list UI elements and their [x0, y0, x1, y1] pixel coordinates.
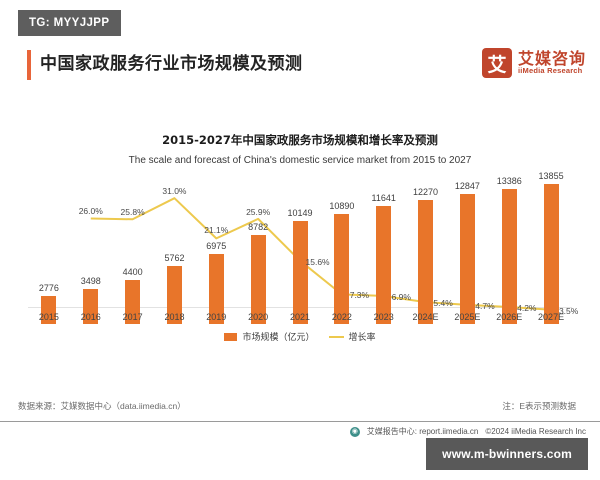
bar-value-2018: 5762 — [164, 252, 185, 263]
bar-value-2020: 8782 — [248, 222, 269, 233]
bar-value-2024E: 12270 — [413, 187, 439, 198]
growth-label-2027E: 3.5% — [558, 305, 579, 316]
growth-label-2018: 31.0% — [162, 186, 187, 197]
x-tick-2017: 2017 — [122, 312, 143, 322]
x-tick-2027E: 2027E — [538, 312, 565, 322]
bar-value-2019: 6975 — [206, 240, 227, 251]
bar-2016 — [83, 288, 99, 324]
globe-icon: ◉ — [349, 426, 360, 437]
plot-area: 2776 3498 4400 5762 6975 8782 10149 10890 11641 1… — [28, 171, 578, 324]
x-tick-2026E: 2026E — [496, 312, 523, 322]
footer-source: 数据来源：艾媒数据中心（data.iimedia.cn） — [18, 401, 186, 411]
bar-value-2025E: 12847 — [454, 181, 480, 192]
title-accent-bar — [27, 50, 31, 80]
bar-2024E — [418, 200, 434, 324]
bar-2025E — [459, 194, 475, 324]
growth-label-2016: 26.0% — [78, 206, 103, 217]
bar-value-2015: 2776 — [38, 282, 59, 293]
growth-label-2020: 25.9% — [246, 206, 271, 217]
chart-card: 2015-2027年中国家政服务市场规模和增长率及预测 The scale an… — [18, 108, 582, 390]
bar-2027E — [543, 184, 559, 324]
bar-2017 — [125, 279, 141, 324]
legend-item-growth-rate: 增长率 — [328, 330, 376, 343]
growth-label-2021: 15.6% — [305, 256, 330, 267]
bar-value-2022: 10890 — [329, 200, 355, 211]
chart-title: 2015-2027年中国家政服务市场规模和增长率及预测 — [162, 133, 438, 147]
page-title: 中国家政服务行业市场规模及预测 — [40, 54, 303, 74]
growth-label-2017: 25.8% — [120, 207, 145, 218]
legend-item-market-size: 市场规模（亿元） — [224, 330, 315, 343]
x-tick-2025E: 2025E — [454, 312, 481, 322]
bar-value-2017: 4400 — [122, 266, 143, 277]
growth-label-2025E: 4.7% — [475, 300, 495, 311]
x-tick-2024E: 2024E — [412, 312, 439, 322]
brand-logo: 艾 艾媒咨询 iiMedia Research — [481, 48, 586, 78]
legend-bar-swatch-icon — [224, 332, 238, 341]
brand-name-en: iiMedia Research — [517, 66, 583, 76]
chart-subtitle: The scale and forecast of China's domest… — [128, 155, 472, 166]
growth-label-2023: 6.9% — [391, 291, 411, 302]
legend-label-market-size: 市场规模（亿元） — [242, 332, 315, 342]
bar-2018 — [166, 265, 182, 324]
bar-value-2026E: 13386 — [496, 175, 522, 186]
x-tick-2020: 2020 — [248, 312, 269, 322]
bar-2015 — [41, 295, 57, 324]
x-tick-2022: 2022 — [331, 312, 352, 322]
bar-value-2027E: 13855 — [538, 171, 564, 181]
x-tick-2023: 2023 — [373, 312, 394, 322]
tg-watermark-badge: TG: MYYJJPP — [18, 10, 122, 36]
bar-value-2016: 3498 — [80, 275, 101, 286]
growth-label-2024E: 5.4% — [433, 298, 453, 309]
bar-2023 — [376, 206, 392, 324]
growth-label-2019: 21.1% — [204, 225, 229, 236]
legend-label-growth-rate: 增长率 — [348, 332, 376, 342]
iimedia-logo-icon: 艾 — [481, 48, 512, 78]
x-tick-2019: 2019 — [206, 312, 227, 322]
growth-label-2022: 7.3% — [349, 290, 370, 301]
legend-line-swatch-icon — [328, 335, 344, 338]
bar-value-2023: 11641 — [371, 193, 396, 204]
x-tick-2016: 2016 — [80, 312, 101, 322]
bar-2021 — [292, 221, 308, 324]
bar-value-2021: 10149 — [287, 208, 313, 219]
site-watermark: www.m-bwinners.com — [426, 438, 588, 470]
footer-bottom: ◉ 艾媒报告中心: report.iimedia.cn ©2024 iiMedi… — [349, 426, 586, 437]
footer-report-center: 艾媒报告中心: report.iimedia.cn — [366, 427, 479, 436]
brand-name-cn: 艾媒咨询 — [517, 48, 586, 68]
bar-2022 — [334, 213, 350, 324]
growth-label-2026E: 4.2% — [517, 302, 537, 313]
bar-2020 — [250, 235, 266, 324]
footer-note: 注：E表示预测数据 — [502, 401, 576, 411]
x-tick-2018: 2018 — [164, 312, 185, 322]
x-tick-2015: 2015 — [38, 312, 59, 322]
bar-2019 — [208, 253, 224, 324]
page-header: 中国家政服务行业市场规模及预测 艾 艾媒咨询 iiMedia Research — [0, 48, 600, 98]
footer-copyright: ©2024 iiMedia Research Inc — [485, 427, 586, 436]
bar-2026E — [501, 188, 517, 324]
chart-legend: 市场规模（亿元） 增长率 — [18, 330, 582, 343]
x-tick-2021: 2021 — [289, 312, 310, 322]
footer-divider — [0, 421, 600, 422]
